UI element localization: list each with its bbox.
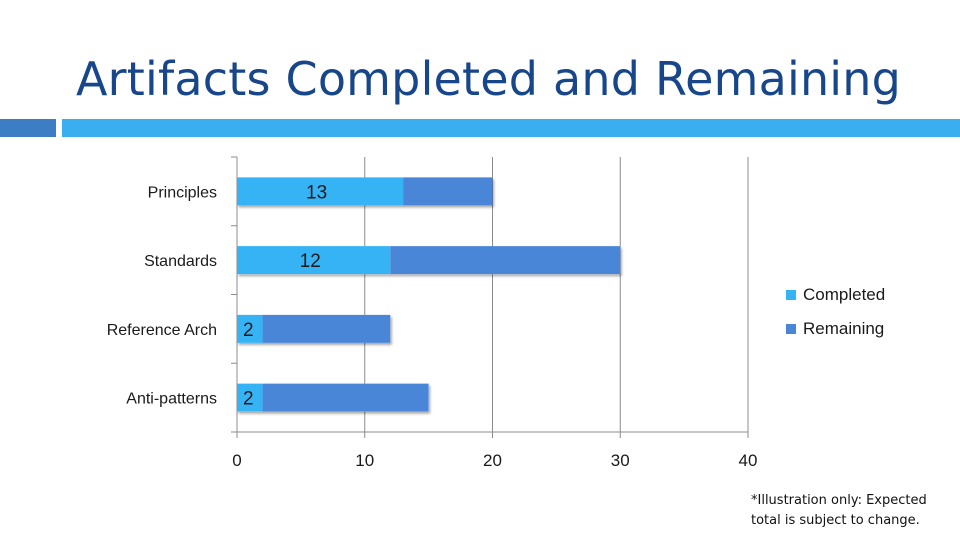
chart-svg: 0 10 20 30 40 Principles 13 Standards 12 Referenc… xyxy=(107,156,885,470)
data-label: 12 xyxy=(300,251,321,272)
bar-remaining xyxy=(262,383,429,412)
bar-completed xyxy=(237,246,391,275)
data-label: 2 xyxy=(243,389,254,410)
category-label: Anti-patterns xyxy=(126,391,217,408)
category-label: Principles xyxy=(148,184,217,201)
x-tick-label: 20 xyxy=(483,451,502,470)
x-tick-label: 40 xyxy=(739,451,758,470)
bar-completed xyxy=(237,383,263,412)
stacked-bar-chart: 0 10 20 30 40 Principles 13 Standards 12 Referenc… xyxy=(0,140,960,480)
x-tick-label: 30 xyxy=(611,451,630,470)
bar-completed xyxy=(237,177,404,206)
bar-remaining xyxy=(262,314,391,343)
footnote: *Illustration only: Expected total is su… xyxy=(751,493,927,528)
bar-remaining xyxy=(390,246,621,275)
bar-completed xyxy=(237,314,263,343)
category-label: Reference Arch xyxy=(107,322,217,339)
x-tick-label: 0 xyxy=(232,451,241,470)
title-accent-bar-left xyxy=(0,119,56,137)
category-label: Standards xyxy=(144,253,217,270)
legend-label: Completed xyxy=(803,285,885,304)
page-title: Artifacts Completed and Remaining xyxy=(76,52,902,106)
bar-remaining xyxy=(403,177,493,206)
legend-swatch-remaining xyxy=(786,324,796,334)
data-label: 2 xyxy=(243,320,254,341)
legend-swatch-completed xyxy=(786,290,796,300)
legend-label: Remaining xyxy=(803,319,884,338)
title-accent-bar-right xyxy=(62,119,960,137)
data-label: 13 xyxy=(306,182,327,203)
x-tick-label: 10 xyxy=(355,451,374,470)
